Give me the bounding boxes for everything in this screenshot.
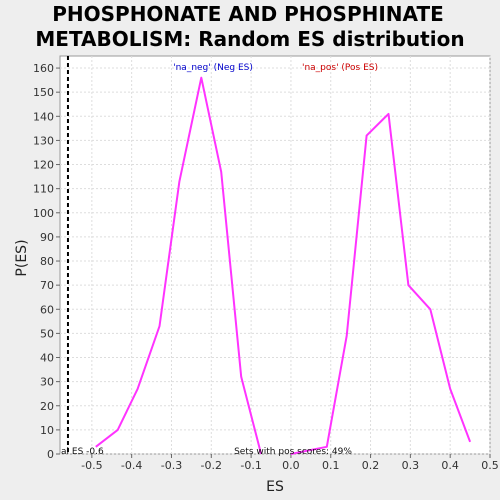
x-tick-label: 0.2	[362, 459, 380, 472]
chart-title-line-2: METABOLISM: Random ES distribution	[35, 27, 464, 51]
x-tick-label: 0.4	[441, 459, 459, 472]
x-tick-label: -0.1	[240, 459, 261, 472]
y-tick-label: 150	[33, 86, 54, 99]
y-tick-label: 90	[40, 231, 54, 244]
x-tick-label: -0.4	[121, 459, 142, 472]
x-axis-label: ES	[266, 479, 284, 495]
actual-es-label: al ES -0.6	[61, 447, 104, 457]
y-tick-label: 160	[33, 62, 54, 75]
y-tick-label: 20	[40, 400, 54, 413]
y-tick-label: 120	[33, 159, 54, 172]
y-axis-label: P(ES)	[14, 239, 30, 276]
plot-area	[59, 55, 491, 455]
x-tick-label: -0.5	[81, 459, 102, 472]
series-group	[95, 76, 472, 455]
y-tick-label: 130	[33, 134, 54, 147]
x-axis-ticks: -0.5 -0.4 -0.3 -0.2 -0.1 0.0 0.1 0.2 0.3 0.4 0.5	[81, 454, 499, 472]
y-tick-label: 50	[40, 327, 54, 340]
x-tick-label: 0.5	[481, 459, 499, 472]
chart-title-line-1: PHOSPHONATE AND PHOSPHINATE	[52, 2, 444, 26]
legend-entry-pos: 'na_pos' (Pos ES)	[302, 63, 378, 73]
x-tick-label: 0.1	[322, 459, 340, 472]
x-tick-label: -0.2	[201, 459, 222, 472]
x-tick-label: 0.3	[402, 459, 420, 472]
series-line-neg	[95, 76, 263, 455]
pos-scores-annotation: Sets with pos scores: 49%	[234, 447, 352, 457]
y-tick-label: 40	[40, 352, 54, 365]
y-tick-label: 70	[40, 279, 54, 292]
y-tick-label: 30	[40, 376, 54, 389]
y-axis-ticks: 0 10 20 30 40 50 60 70 80 90 100 110 120 130 140 150 160	[33, 62, 60, 461]
x-tick-label: 0.0	[282, 459, 300, 472]
y-tick-label: 100	[33, 207, 54, 220]
y-tick-label: 0	[47, 448, 54, 461]
y-tick-label: 10	[40, 424, 54, 437]
y-tick-label: 140	[33, 110, 54, 123]
y-tick-label: 110	[33, 183, 54, 196]
y-tick-label: 80	[40, 255, 54, 268]
series-line-pos	[290, 112, 472, 455]
y-tick-label: 60	[40, 303, 54, 316]
legend-entry-neg: 'na_neg' (Neg ES)	[173, 63, 253, 73]
x-tick-label: -0.3	[161, 459, 182, 472]
